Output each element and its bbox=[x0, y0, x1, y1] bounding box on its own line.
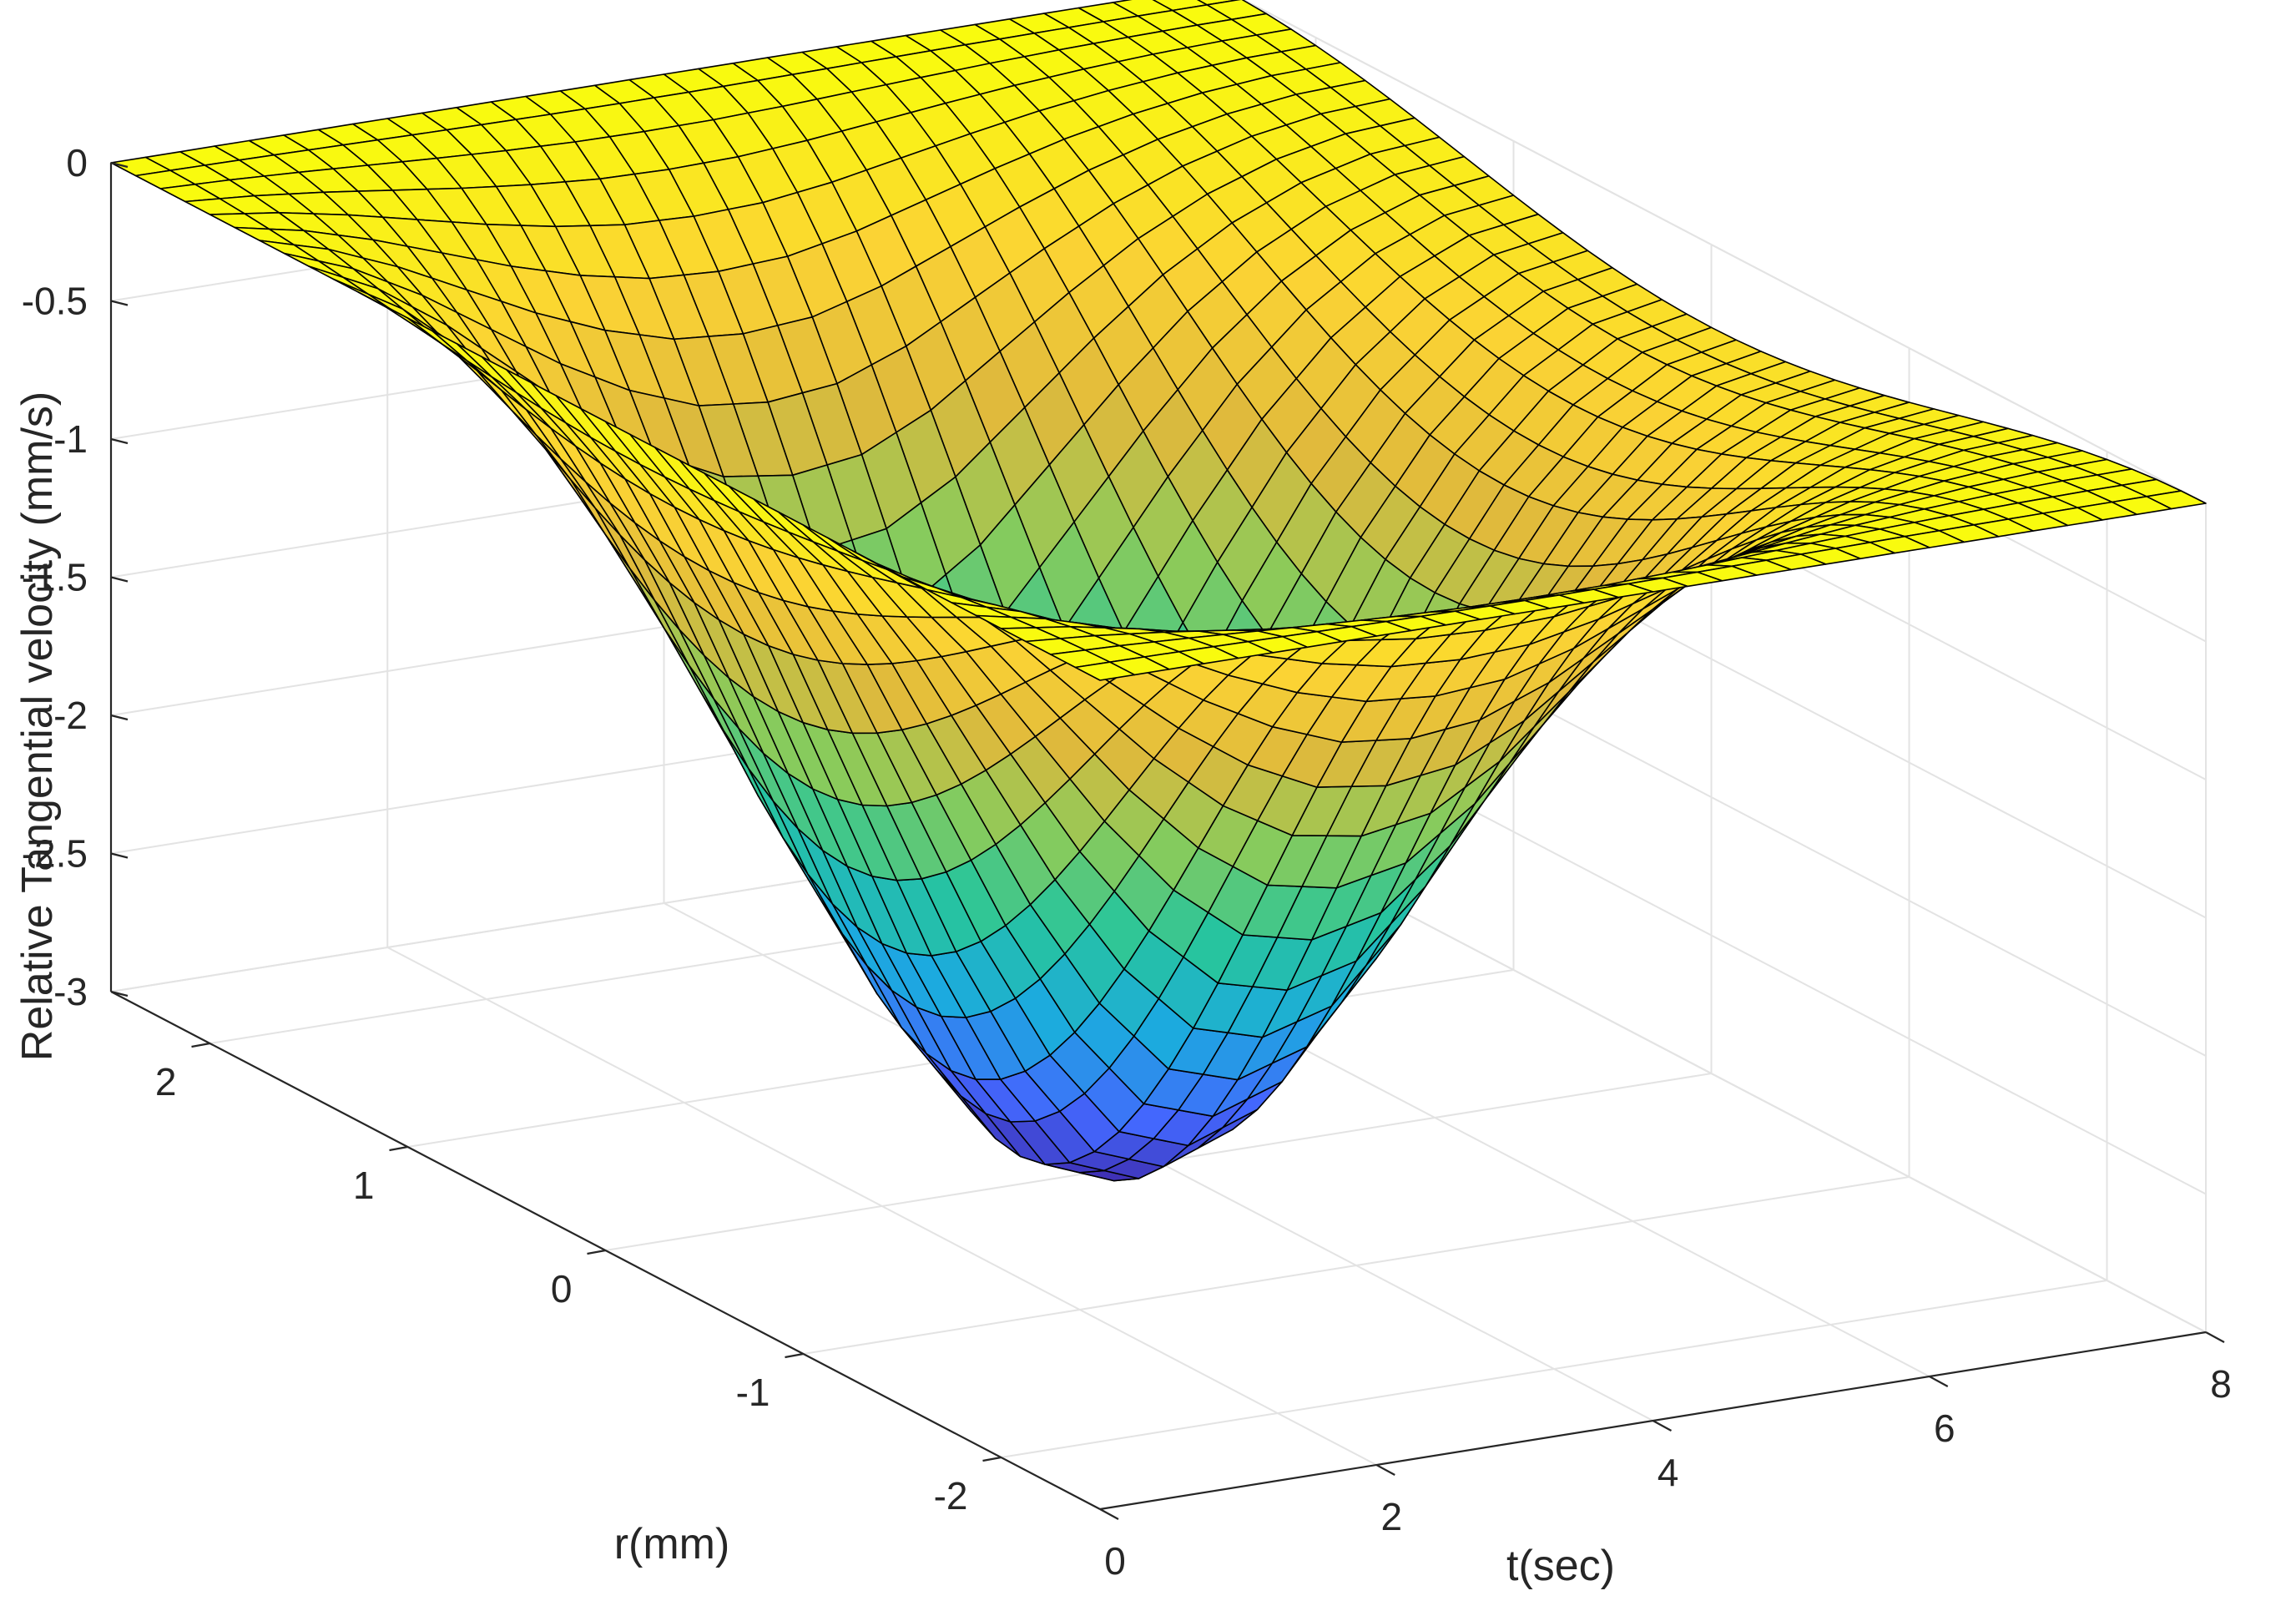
z-tick-label: -1 bbox=[53, 417, 88, 461]
x-axis-label: t(sec) bbox=[1506, 1542, 1615, 1590]
surface-mesh bbox=[110, 0, 2207, 1182]
surface-patch bbox=[1074, 661, 1136, 681]
y-tick-label: 0 bbox=[551, 1267, 573, 1310]
y-tick bbox=[587, 1249, 606, 1255]
tick-labels: -3 -2.5 -2 -1.5 -1 -0.5 0 0 2 4 6 8 -2 -1 0 1 2 bbox=[22, 141, 2232, 1583]
y-tick-label: -1 bbox=[736, 1371, 770, 1414]
y-tick bbox=[191, 1042, 210, 1048]
z-axis-label: Relative Tangential velocity (mm/s) bbox=[13, 391, 62, 1061]
grid-line-floor-r bbox=[1001, 1280, 2107, 1458]
z-tick bbox=[110, 437, 129, 445]
x-tick bbox=[1929, 1376, 1949, 1387]
y-tick-label: -2 bbox=[934, 1474, 968, 1518]
x-tick-label: 0 bbox=[1104, 1539, 1126, 1583]
x-tick bbox=[1652, 1420, 1673, 1432]
z-tick-label: -2 bbox=[53, 694, 88, 737]
grid-wall-edge bbox=[1242, 0, 2207, 504]
y-tick bbox=[785, 1352, 804, 1359]
x-tick-label: 2 bbox=[1380, 1495, 1402, 1538]
z-tick bbox=[110, 161, 129, 169]
y-tick bbox=[389, 1145, 408, 1152]
x-tick bbox=[1099, 1508, 1119, 1520]
z-tick bbox=[110, 714, 129, 721]
x-tick-label: 8 bbox=[2210, 1362, 2232, 1406]
z-tick bbox=[110, 576, 129, 583]
x-tick bbox=[2205, 1331, 2225, 1343]
z-tick bbox=[110, 990, 129, 997]
z-tick-label: -1.5 bbox=[22, 556, 88, 599]
axes-lines bbox=[109, 161, 2225, 1520]
x-tick bbox=[1375, 1464, 1395, 1476]
z-tick-label: -0.5 bbox=[22, 280, 88, 323]
z-tick-label: -2.5 bbox=[22, 832, 88, 876]
y-tick bbox=[982, 1456, 1002, 1462]
z-tick bbox=[110, 300, 129, 306]
y-tick-label: 1 bbox=[353, 1164, 375, 1207]
y-axis-label: r(mm) bbox=[614, 1520, 730, 1568]
z-tick-label: -3 bbox=[53, 970, 88, 1013]
y-tick-label: 2 bbox=[155, 1060, 177, 1103]
x-tick-label: 4 bbox=[1658, 1451, 1679, 1494]
grid-line-floor-r bbox=[803, 1176, 1910, 1355]
z-tick-label: 0 bbox=[66, 141, 88, 184]
z-tick bbox=[110, 852, 129, 859]
x-tick-label: 6 bbox=[1934, 1406, 1955, 1450]
